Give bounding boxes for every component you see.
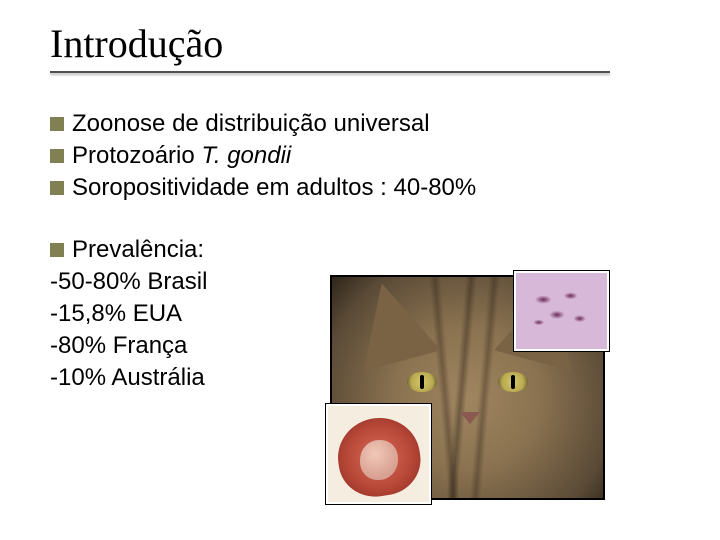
prevalence-line: -10% Austrália bbox=[50, 363, 207, 393]
slide: Introdução Zoonose de distribuição unive… bbox=[0, 0, 720, 540]
bullet-text: Zoonose de distribuição universal bbox=[72, 109, 680, 139]
square-bullet-icon bbox=[50, 181, 64, 195]
microscopy-inset bbox=[514, 271, 609, 351]
fetus-inset bbox=[326, 404, 431, 504]
list-item: Prevalência: bbox=[50, 235, 207, 265]
cat-nose-icon bbox=[460, 412, 480, 424]
prevalence-line: -80% França bbox=[50, 331, 207, 361]
composite-image bbox=[330, 275, 605, 500]
prevalence-line: -15,8% EUA bbox=[50, 299, 207, 329]
square-bullet-icon bbox=[50, 149, 64, 163]
bullet-text: Prevalência: bbox=[72, 235, 207, 265]
square-bullet-icon bbox=[50, 243, 64, 257]
spacer bbox=[50, 205, 680, 235]
bullet-text: Protozoário T. gondii bbox=[72, 141, 680, 171]
prevalence-block: Prevalência: -50-80% Brasil -15,8% EUA -… bbox=[50, 235, 207, 395]
top-bullet-list: Zoonose de distribuição universal Protoz… bbox=[50, 109, 680, 203]
cat-eye-icon bbox=[498, 372, 528, 392]
bullet-text: Soropositividade em adultos : 40-80% bbox=[72, 173, 680, 203]
page-title: Introdução bbox=[50, 20, 680, 67]
title-underline bbox=[50, 71, 610, 73]
cat-eye-icon bbox=[407, 372, 437, 392]
list-item: Protozoário T. gondii bbox=[50, 141, 680, 171]
list-item: Soropositividade em adultos : 40-80% bbox=[50, 173, 680, 203]
list-item: Zoonose de distribuição universal bbox=[50, 109, 680, 139]
prevalence-line: -50-80% Brasil bbox=[50, 267, 207, 297]
square-bullet-icon bbox=[50, 117, 64, 131]
